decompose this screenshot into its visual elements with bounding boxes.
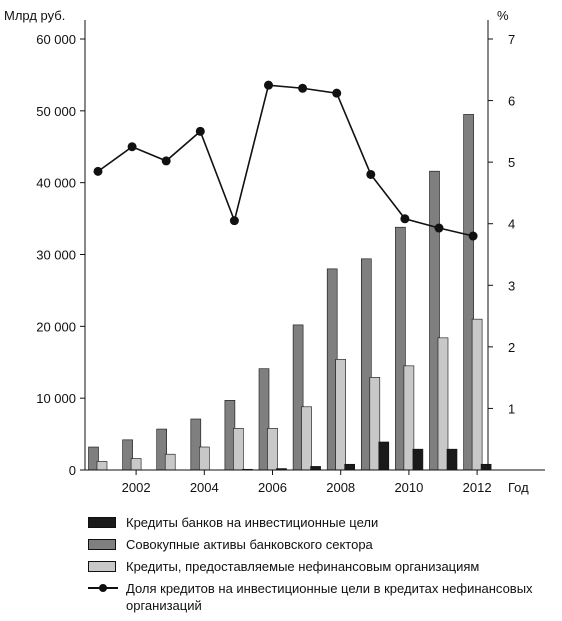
bar-series2-2006 [267, 428, 278, 471]
legend-label-nonfinancial-credits: Кредиты, предоставляемые нефинансовым ор… [126, 559, 480, 574]
investment-share-point-2005 [229, 216, 239, 226]
left-tick-label: 20 000 [36, 319, 76, 334]
right-tick-label: 1 [508, 401, 515, 416]
x-tick-label: 2004 [190, 480, 219, 495]
investment-share-point-2004 [195, 126, 205, 136]
bar-series0-2010 [412, 448, 424, 471]
legend-dot-icon [99, 584, 107, 592]
investment-share-point-2006 [264, 80, 273, 90]
bar-series2-2010 [403, 365, 415, 471]
bar-series2-2002 [130, 458, 142, 471]
investment-share-point-2007 [298, 83, 308, 93]
x-tick-label: 2008 [326, 480, 355, 495]
bar-series2-2004 [199, 446, 210, 471]
x-tick-label: 2002 [122, 480, 151, 495]
right-tick-label: 2 [508, 340, 515, 355]
x-axis-label: Год [508, 480, 529, 495]
investment-share-point-2011 [434, 223, 444, 233]
bar-series0-2012 [480, 463, 492, 471]
bar-series0-2008 [344, 463, 356, 471]
bar-series2-2008 [335, 359, 347, 471]
left-tick-label: 0 [69, 463, 76, 478]
left-tick-label: 40 000 [36, 176, 76, 191]
legend-swatch-nonfinancial-credits [88, 561, 116, 572]
bar-series2-2007 [301, 406, 312, 471]
bar-series0-2009 [378, 441, 390, 471]
investment-share-point-2002 [127, 142, 137, 152]
bars-layer [88, 114, 492, 471]
investment-share-point-2003 [161, 156, 171, 166]
bar-series0-2007 [310, 466, 321, 471]
left-tick-label: 30 000 [36, 248, 76, 263]
legend-item-investment-share: Доля кредитов на инвестиционные цели в к… [88, 580, 558, 616]
left-tick-label: 10 000 [36, 391, 76, 406]
left-tick-label: 60 000 [36, 32, 76, 47]
x-tick-label: 2012 [463, 480, 492, 495]
legend-swatch-total-assets [88, 539, 116, 550]
bar-series0-2011 [446, 448, 458, 471]
x-ticks: 2002 2004 2006 2008 2010 2012 [122, 470, 492, 495]
bar-series2-2003 [164, 453, 176, 471]
bar-series2-2012 [471, 318, 483, 471]
legend-label-total-assets: Совокупные активы банковского сектора [126, 537, 373, 552]
investment-share-point-2008 [332, 88, 342, 98]
right-tick-label: 4 [508, 217, 515, 232]
bar-series2-2001 [96, 461, 108, 471]
right-tick-label: 3 [508, 278, 515, 293]
legend-swatch-investment-share [88, 584, 118, 592]
legend-swatch-investment-credits [88, 517, 116, 528]
legend-label-investment-credits: Кредиты банков на инвестиционные цели [126, 515, 379, 530]
left-tick-label: 50 000 [36, 104, 76, 119]
bar-series2-2011 [437, 337, 449, 471]
investment-share-point-2009 [366, 169, 376, 179]
bar-series2-2009 [369, 377, 381, 471]
investment-share-point-2001 [93, 166, 103, 176]
legend-label-investment-share: Доля кредитов на инвестиционные цели в к… [126, 581, 533, 613]
right-tick-label: 7 [508, 32, 515, 47]
investment-share-line [97, 84, 474, 237]
right-tick-label: 5 [508, 155, 515, 170]
left-axis-unit: Млрд руб. [4, 8, 65, 23]
chart: 0 10 000 20 000 30 000 40 000 50 000 60 000 1 2… [4, 8, 545, 495]
legend-item-investment-credits: Кредиты банков на инвестиционные цели [88, 514, 558, 536]
legend: Кредиты банков на инвестиционные цели Со… [88, 514, 558, 616]
line-layer [93, 80, 478, 241]
investment-share-point-2010 [400, 214, 410, 224]
bar-series2-2005 [233, 428, 244, 471]
legend-item-nonfinancial-credits: Кредиты, предоставляемые нефинансовым ор… [88, 558, 558, 580]
right-axis-unit: % [497, 8, 509, 23]
legend-item-total-assets: Совокупные активы банковского сектора [88, 536, 558, 558]
right-ticks: 1 2 3 4 5 6 7 [488, 32, 515, 416]
x-tick-label: 2010 [394, 480, 423, 495]
left-ticks: 0 10 000 20 000 30 000 40 000 50 000 60 000 [36, 32, 85, 478]
x-tick-label: 2006 [258, 480, 287, 495]
right-tick-label: 6 [508, 94, 515, 109]
investment-share-point-2012 [468, 231, 478, 241]
